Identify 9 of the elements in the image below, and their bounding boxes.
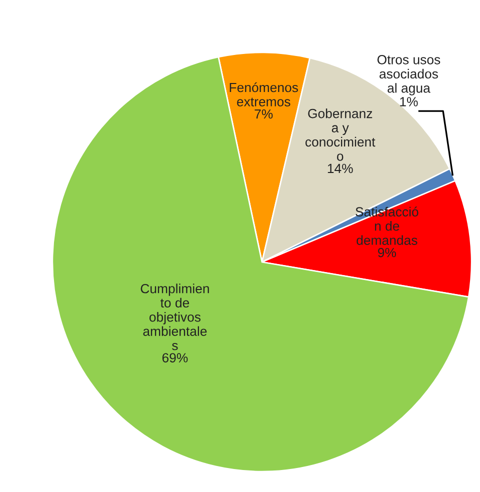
data-label: 1%: [400, 97, 418, 106]
data-label: 14%: [328, 164, 353, 174]
slice-label: Fenómenos extremos: [230, 82, 298, 106]
slice-label: Gobernanz a y conocimient o: [305, 108, 376, 161]
slice-label: Otros usos asociados al agua: [377, 54, 440, 96]
slice-label: Cumplimien to de objetivos ambientale s: [140, 284, 209, 350]
data-label: 9%: [378, 248, 396, 258]
data-label: 69%: [162, 353, 188, 362]
data-label: 7%: [254, 109, 273, 119]
